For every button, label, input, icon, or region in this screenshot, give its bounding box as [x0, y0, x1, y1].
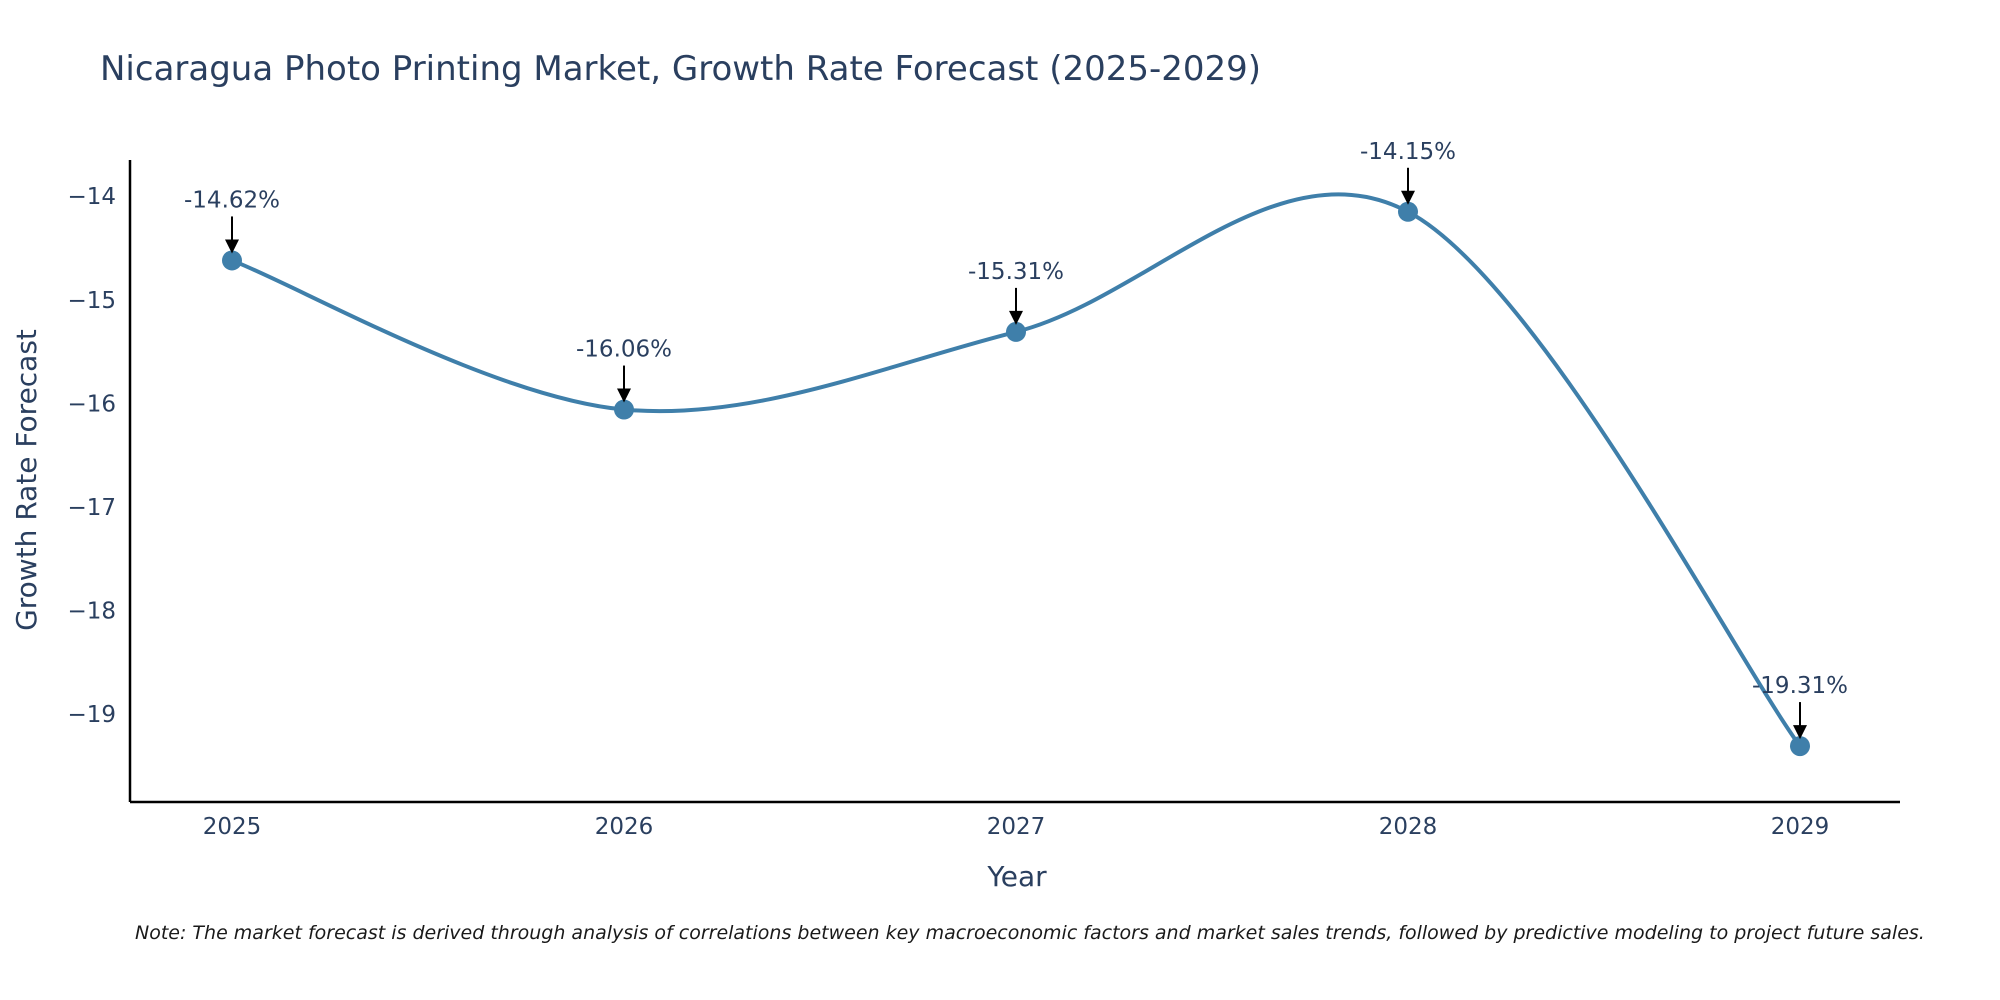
x-axis-ticks: 2025 2026 2027 2028 2029 [203, 814, 1830, 840]
y-tick-label: −14 [67, 184, 116, 210]
data-point [1790, 736, 1810, 757]
annotation-arrow-head [1401, 190, 1415, 205]
series-line [231, 192, 1802, 748]
y-tick-label: −18 [67, 598, 116, 624]
data-annotations: -14.62% -16.06% -15.31% -14.15% -19.31% [184, 139, 1848, 740]
data-label: -16.06% [576, 337, 672, 363]
y-axis-ticks: −14 −15 −16 −17 −18 −19 [67, 184, 116, 728]
annotation-arrow-head [225, 239, 239, 254]
x-tick-label: 2029 [1771, 814, 1830, 840]
data-point [1398, 201, 1418, 222]
data-label: -15.31% [968, 259, 1064, 285]
data-point [222, 250, 242, 271]
x-tick-label: 2028 [1379, 814, 1438, 840]
annotation-arrow-head [1009, 310, 1023, 325]
annotation-arrow-head [617, 388, 631, 403]
data-point [614, 399, 634, 420]
y-tick-label: −17 [67, 495, 116, 521]
data-markers [222, 201, 1810, 757]
y-tick-label: −16 [67, 391, 116, 417]
annotation-arrow-head [1793, 725, 1807, 740]
data-label: -14.62% [184, 187, 280, 213]
data-label: -19.31% [1752, 673, 1848, 699]
x-axis-title: Year [986, 860, 1047, 893]
x-tick-label: 2026 [595, 814, 654, 840]
data-point [1006, 321, 1026, 342]
footnote: Note: The market forecast is derived thr… [135, 922, 1925, 944]
y-axis-title: Growth Rate Forecast [10, 329, 43, 631]
x-tick-label: 2025 [203, 814, 262, 840]
y-tick-label: −15 [67, 288, 116, 314]
data-label: -14.15% [1360, 139, 1456, 165]
y-tick-label: −19 [67, 702, 116, 728]
x-tick-label: 2027 [987, 814, 1046, 840]
chart-title: Nicaragua Photo Printing Market, Growth … [100, 49, 1261, 89]
